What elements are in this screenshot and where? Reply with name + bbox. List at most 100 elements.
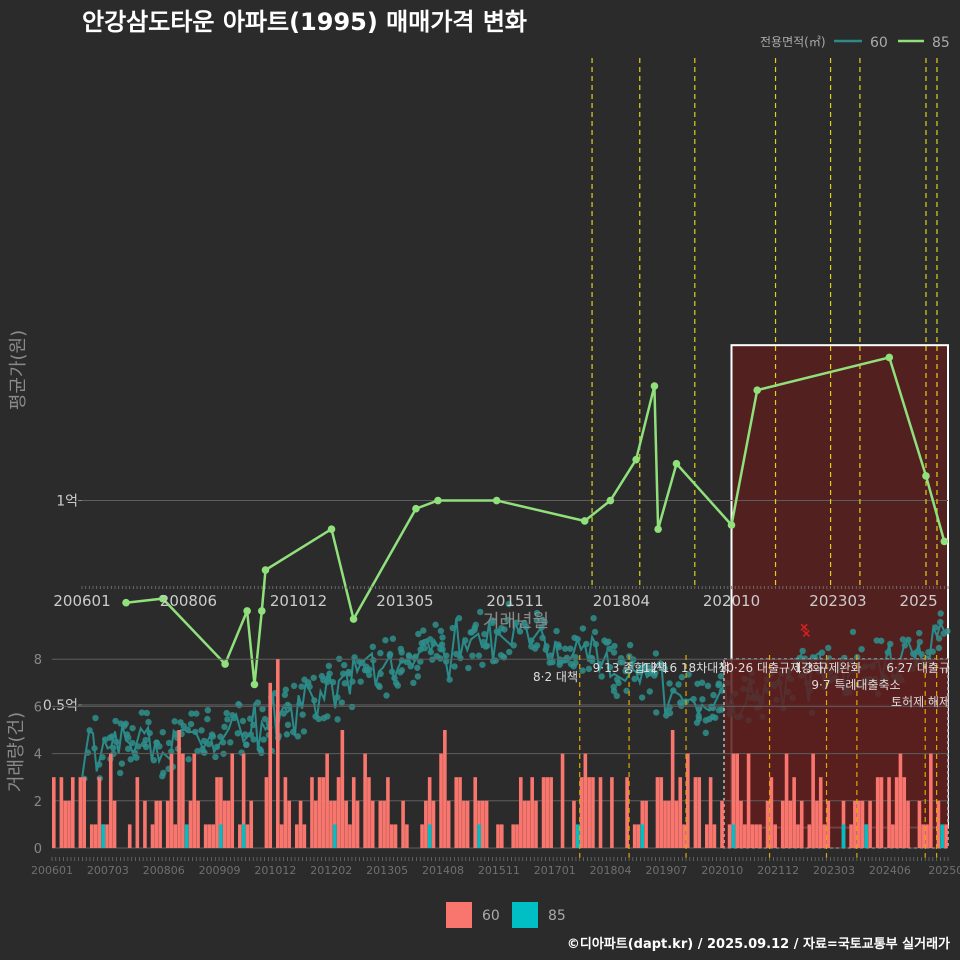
bar-60 [682,824,686,848]
point-60 [710,691,717,699]
point-85 [434,496,442,505]
x-tick-label-volume: 201202 [310,864,352,877]
x-tick-label-volume: 20250 [928,864,960,877]
y-tick-label-volume: 2 [34,795,42,810]
bar-60 [279,824,284,848]
point-60 [194,747,201,755]
point-60 [477,608,484,616]
bar-60 [655,777,660,848]
bar-60 [420,824,424,848]
bar-60 [241,753,246,848]
bar-60 [473,777,478,848]
point-60 [653,709,660,716]
point-60 [666,680,673,687]
x-tick-label: 201804 [593,592,650,610]
point-60 [406,653,413,660]
bar-60 [405,824,409,848]
point-60 [615,679,622,687]
bar-60 [378,800,383,848]
bar-60 [264,777,269,848]
point-60 [715,680,723,687]
point-85 [727,521,736,529]
legend-title: 전용면적(㎡) [760,35,826,49]
point-60 [606,645,613,652]
point-60 [92,714,99,722]
bar-60 [875,777,880,848]
y-axis-title: 평균가(원) [8,330,29,410]
point-60 [369,643,377,651]
bar-60 [59,777,64,848]
point-60 [631,675,638,683]
bar-60 [674,800,679,848]
x-tick-label-volume: 201408 [422,864,464,877]
bar-60 [97,777,102,848]
policy-label: 6·27 대출규 [886,661,950,675]
point-85 [349,615,358,623]
point-60 [260,736,267,743]
point-60 [138,709,146,716]
x-tick-label-volume: 202010 [701,864,743,877]
bar-85 [940,824,945,848]
point-60 [204,715,211,723]
point-60 [590,614,597,622]
point-60 [421,644,429,652]
bar-60 [336,777,341,848]
point-85 [885,353,894,362]
point-85 [122,598,130,607]
bar-60 [249,800,254,848]
bar-60 [226,800,231,848]
point-60 [283,731,291,738]
point-85 [412,504,420,513]
bar-60 [207,824,212,848]
bar-60 [173,824,178,848]
y-tick-label-volume: 0 [34,842,42,857]
bar-60 [541,777,546,848]
bar-60 [287,800,291,848]
bar-60 [625,777,629,848]
legend-bottom-swatch-60 [446,902,472,928]
x-tick-label-volume: 201511 [478,864,520,877]
x-tick-label-volume: 200601 [31,864,73,877]
point-85 [327,525,336,533]
x-tick-label-volume: 201804 [590,864,632,877]
point-60 [432,621,439,628]
x-tick-label: 201305 [376,592,433,610]
point-60 [489,617,496,624]
bar-60 [799,800,804,848]
point-60 [185,756,192,763]
point-60 [698,679,706,686]
point-60 [127,756,134,763]
point-60 [638,694,646,701]
point-60 [348,703,356,711]
bar-60 [667,800,671,848]
point-60 [341,680,349,687]
bar-60 [78,777,83,848]
bar-85 [332,824,337,848]
point-60 [622,667,629,675]
point-60 [479,661,486,668]
chart-title: 안강삼도타운 아파트(1995) 매매가격 변화 [82,8,527,36]
policy-label: 토허제 해제 [891,695,950,709]
bar-60 [283,777,288,848]
point-85 [580,517,589,525]
bar-60 [135,777,140,848]
point-60 [944,628,951,635]
point-60 [340,661,348,669]
point-60 [451,663,458,670]
point-60 [598,673,605,680]
point-85 [606,496,615,505]
bar-60 [63,800,67,848]
bar-60 [348,824,352,848]
point-60 [825,644,832,652]
bar-60 [731,753,736,848]
bar-85 [184,824,189,848]
bar-60 [534,800,538,848]
point-60 [318,672,326,680]
x-tick-label-volume: 201907 [645,864,687,877]
bar-60 [697,777,702,848]
point-60 [420,627,427,634]
point-60 [187,720,195,728]
bar-60 [856,800,861,848]
point-60 [937,610,944,617]
bar-60 [644,800,648,848]
